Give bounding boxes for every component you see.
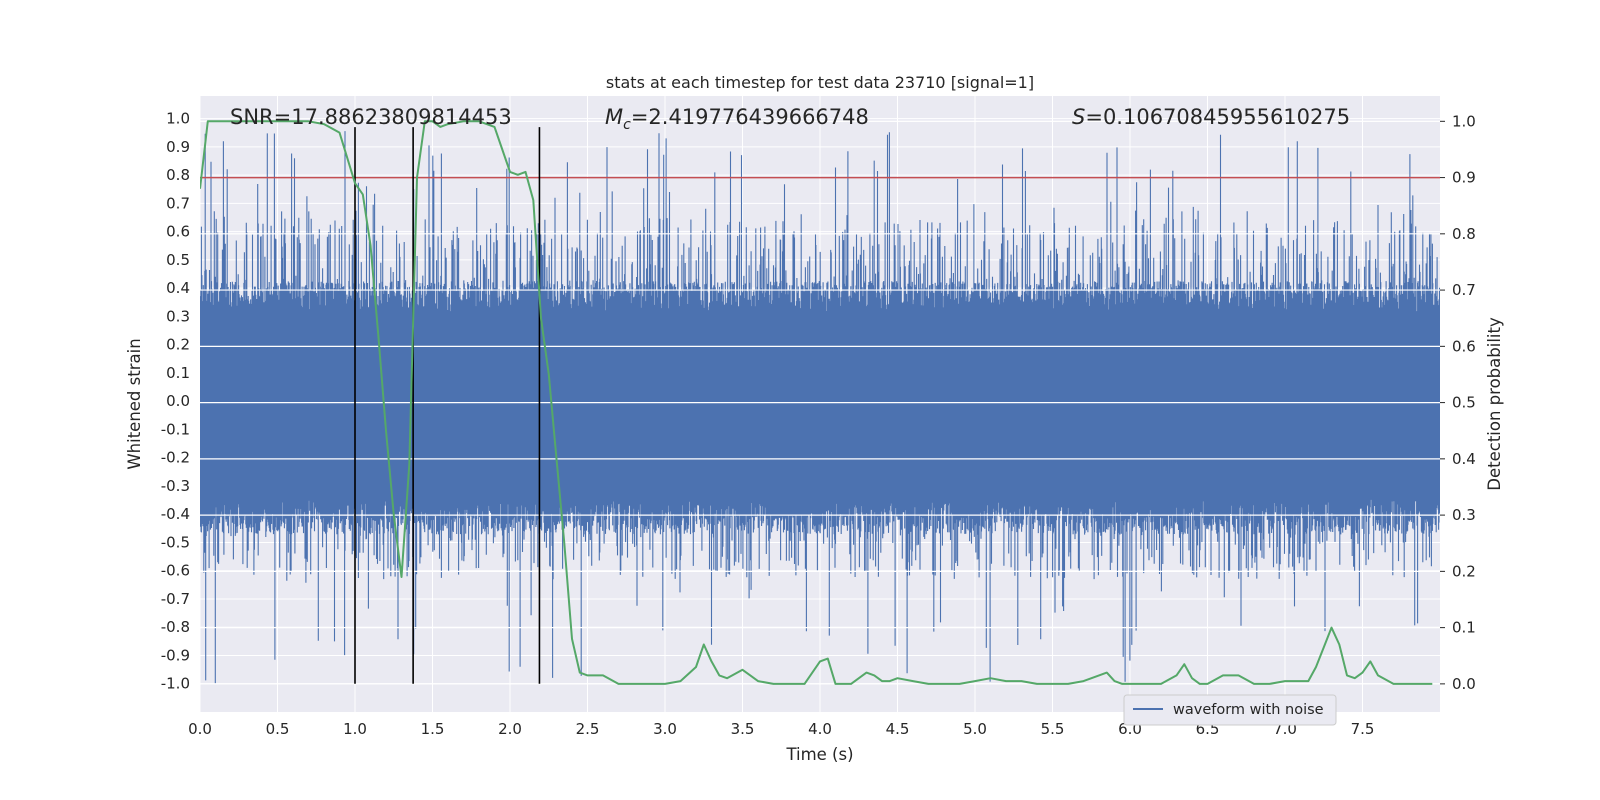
y-right-tick-label: 0.8: [1452, 225, 1476, 243]
y-right-tick-label: 0.7: [1452, 281, 1476, 299]
y-left-tick-label: -0.8: [161, 618, 190, 636]
legend: waveform with noise: [1123, 694, 1337, 726]
y-left-tick-label: 1.0: [166, 110, 190, 128]
chirp-mass-subscript: c: [623, 117, 631, 133]
left-y-axis-label: Whitened strain: [125, 338, 144, 469]
left-y-axis-ticks: 1.0 0.9 0.8 0.7 0.6 0.5 0.4 0.3 0.2 0.1 0.0 -0.1 -0.…: [161, 110, 190, 693]
x-tick-label: 2.5: [576, 720, 600, 738]
right-y-axis-ticks: 1.0 0.9 0.8 0.7 0.6 0.5 0.4 0.3 0.2 0.1 0.0: [1440, 112, 1476, 693]
y-left-tick-label: -0.2: [161, 449, 190, 467]
x-tick-label: 3.5: [731, 720, 755, 738]
x-tick-label: 1.5: [421, 720, 445, 738]
y-left-tick-label: 0.6: [166, 223, 190, 241]
y-left-tick-label: -0.1: [161, 420, 190, 438]
y-left-tick-label: -0.3: [161, 477, 190, 495]
x-tick-label: 5.0: [963, 720, 987, 738]
y-right-tick-label: 0.5: [1452, 394, 1476, 412]
y-left-tick-label: 0.4: [166, 279, 190, 297]
y-left-tick-label: 0.2: [166, 336, 190, 354]
y-left-tick-label: 0.7: [166, 194, 190, 212]
y-left-tick-label: 0.1: [166, 364, 190, 382]
y-right-tick-label: 0.4: [1452, 450, 1476, 468]
x-tick-label: 7.5: [1351, 720, 1375, 738]
x-axis-label: Time (s): [785, 745, 853, 764]
s-value: =0.10670845955610275: [1085, 105, 1350, 129]
y-right-tick-label: 0.3: [1452, 506, 1476, 524]
s-annotation: S=0.10670845955610275: [1072, 105, 1350, 129]
y-left-tick-label: 0.5: [166, 251, 190, 269]
chirp-mass-value: =2.419776439666748: [631, 105, 869, 129]
y-left-tick-label: -0.7: [161, 590, 190, 608]
waveform-dense-band: [200, 315, 1440, 497]
chirp-mass-annotation: Mc=2.419776439666748: [605, 105, 869, 133]
x-tick-label: 4.5: [886, 720, 910, 738]
chart-title: stats at each timestep for test data 237…: [606, 73, 1034, 92]
y-left-tick-label: 0.9: [166, 138, 190, 156]
right-y-axis-label: Detection probability: [1485, 317, 1504, 491]
y-right-tick-label: 0.6: [1452, 337, 1476, 355]
x-tick-label: 1.0: [343, 720, 367, 738]
legend-label: waveform with noise: [1173, 702, 1324, 718]
x-tick-label: 2.0: [498, 720, 522, 738]
y-left-tick-label: -1.0: [161, 675, 190, 693]
y-right-tick-label: 0.9: [1452, 169, 1476, 187]
y-left-tick-label: 0.8: [166, 166, 190, 184]
x-tick-label: 3.0: [653, 720, 677, 738]
y-right-tick-label: 0.2: [1452, 562, 1476, 580]
x-tick-label: 4.0: [808, 720, 832, 738]
x-tick-label: 0.0: [188, 720, 212, 738]
s-symbol: S: [1072, 105, 1085, 129]
x-tick-label: 0.5: [266, 720, 290, 738]
overlay-lines: [200, 120, 1440, 685]
waveform-series: [200, 131, 1440, 684]
y-right-tick-label: 0.1: [1452, 619, 1476, 637]
detection-probability-line: [200, 120, 1433, 685]
y-left-tick-label: -0.9: [161, 646, 190, 664]
x-tick-label: 5.5: [1041, 720, 1065, 738]
y-left-tick-label: -0.4: [161, 505, 190, 523]
y-left-tick-label: 0.3: [166, 307, 190, 325]
snr-annotation: SNR=17.88623809814453: [230, 105, 512, 129]
chirp-mass-symbol: M: [605, 105, 623, 129]
y-left-tick-label: -0.6: [161, 562, 190, 580]
y-left-tick-label: 0.0: [166, 392, 190, 410]
y-right-tick-label: 0.0: [1452, 675, 1476, 693]
legend-box: [1123, 694, 1337, 726]
y-right-tick-label: 1.0: [1452, 112, 1476, 130]
y-left-tick-label: -0.5: [161, 533, 190, 551]
